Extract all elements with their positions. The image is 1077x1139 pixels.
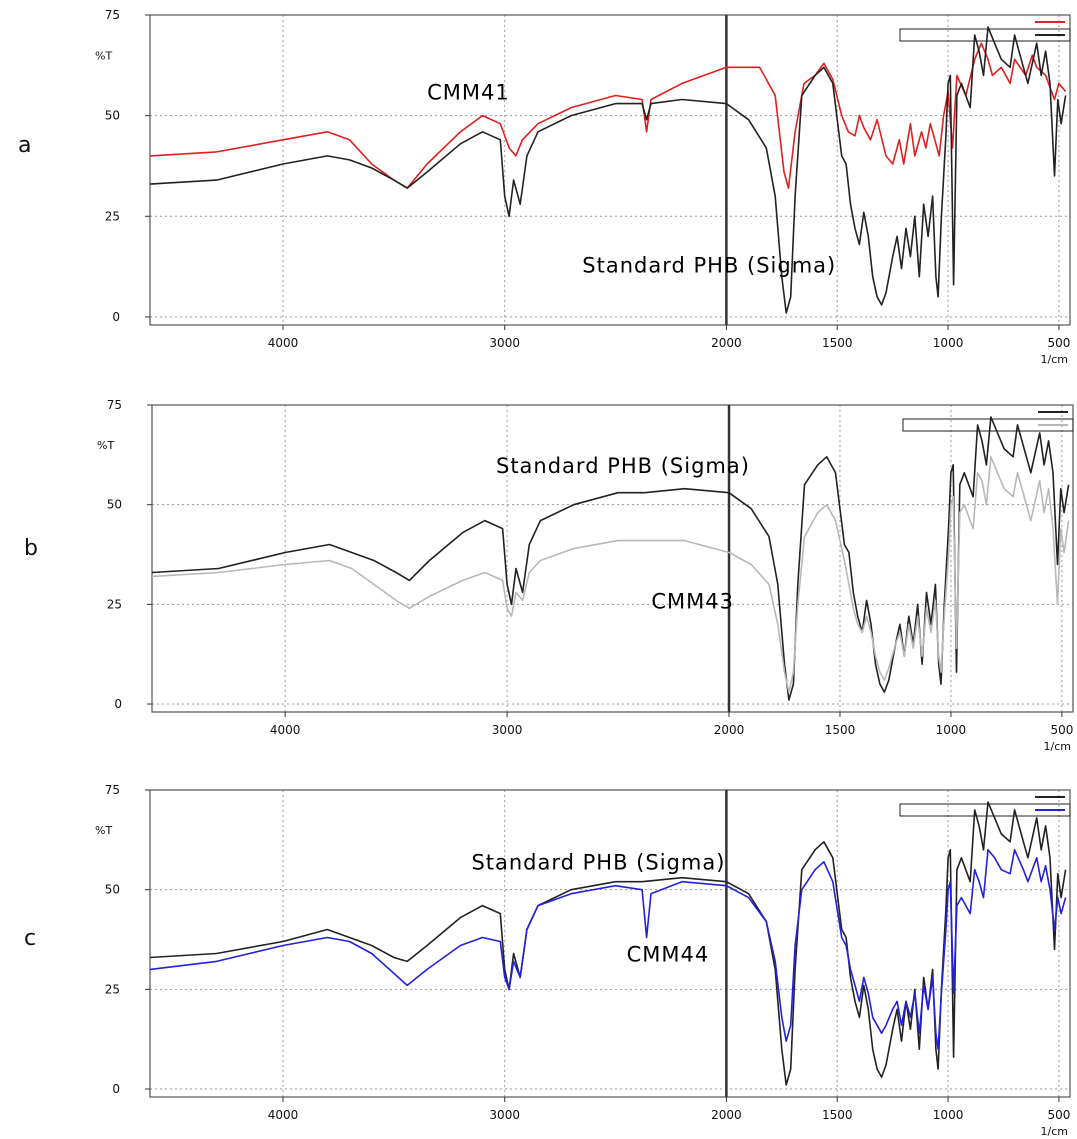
y-tick-label: 75 bbox=[105, 783, 120, 797]
x-tick-label: 3000 bbox=[492, 723, 523, 737]
y-tick-label: 50 bbox=[105, 883, 120, 897]
y-axis-title: %T bbox=[95, 49, 112, 62]
chart-panel-a: a 0 25 50 75 %T 4000 3000 2000 1500 1000 500 1/cm CMM… bbox=[18, 8, 1070, 366]
plot-frame bbox=[150, 15, 1070, 325]
panel-letter: a bbox=[18, 133, 31, 158]
x-tick-label: 1500 bbox=[822, 1108, 853, 1122]
panel-letter: c bbox=[24, 926, 36, 951]
plot-frame bbox=[150, 790, 1070, 1097]
x-tick-label: 2000 bbox=[711, 1108, 742, 1122]
x-axis-unit: 1/cm bbox=[1044, 740, 1071, 753]
annotation-label: Standard PHB (Sigma) bbox=[496, 454, 750, 478]
x-tick-label: 1000 bbox=[936, 723, 967, 737]
y-tick-label: 50 bbox=[105, 109, 120, 123]
annotation-label: CMM43 bbox=[651, 589, 734, 613]
x-tick-label: 3000 bbox=[489, 336, 520, 350]
x-tick-label: 2000 bbox=[711, 336, 742, 350]
series-line-2 bbox=[150, 850, 1066, 1049]
x-tick-label: 1000 bbox=[933, 336, 964, 350]
x-tick-label: 1500 bbox=[822, 336, 853, 350]
x-tick-label: 4000 bbox=[268, 1108, 299, 1122]
legend bbox=[903, 412, 1073, 431]
y-tick-label: 75 bbox=[105, 8, 120, 22]
plot-frame bbox=[152, 405, 1073, 712]
legend bbox=[900, 22, 1070, 41]
x-tick-label: 1500 bbox=[825, 723, 856, 737]
x-tick-label: 1000 bbox=[933, 1108, 964, 1122]
annotation-label: Standard PHB (Sigma) bbox=[471, 851, 725, 875]
x-tick-label: 2000 bbox=[714, 723, 745, 737]
y-tick-label: 25 bbox=[105, 209, 120, 223]
y-axis-title: %T bbox=[97, 439, 114, 452]
chart-panel-b: b 0 25 50 75 %T 4000 3000 2000 1500 1000 500 1/cm Sta… bbox=[24, 398, 1073, 753]
y-tick-label: 0 bbox=[112, 1082, 120, 1096]
annotation-label: CMM44 bbox=[627, 942, 710, 966]
y-axis-title: %T bbox=[95, 824, 112, 837]
x-tick-label: 3000 bbox=[489, 1108, 520, 1122]
x-tick-label: 4000 bbox=[268, 336, 299, 350]
annotation-label: CMM41 bbox=[427, 81, 510, 105]
x-axis-unit: 1/cm bbox=[1041, 353, 1068, 366]
series-line-2 bbox=[152, 457, 1069, 692]
annotation-label: Standard PHB (Sigma) bbox=[582, 254, 836, 278]
series-line-1 bbox=[150, 43, 1066, 188]
panel-letter: b bbox=[24, 536, 38, 561]
y-tick-label: 25 bbox=[107, 597, 122, 611]
y-tick-label: 75 bbox=[107, 398, 122, 412]
y-tick-label: 50 bbox=[107, 498, 122, 512]
legend bbox=[900, 797, 1070, 816]
x-tick-label: 500 bbox=[1050, 723, 1073, 737]
x-tick-label: 4000 bbox=[270, 723, 301, 737]
chart-panel-c: c 0 25 50 75 %T 4000 3000 2000 1500 1000 500 1/cm Sta… bbox=[24, 783, 1070, 1138]
x-axis-unit: 1/cm bbox=[1041, 1125, 1068, 1138]
y-tick-label: 0 bbox=[112, 310, 120, 324]
y-tick-label: 25 bbox=[105, 982, 120, 996]
x-tick-label: 500 bbox=[1047, 336, 1070, 350]
series-line-1 bbox=[150, 802, 1066, 1085]
y-tick-label: 0 bbox=[114, 697, 122, 711]
x-tick-label: 500 bbox=[1047, 1108, 1070, 1122]
